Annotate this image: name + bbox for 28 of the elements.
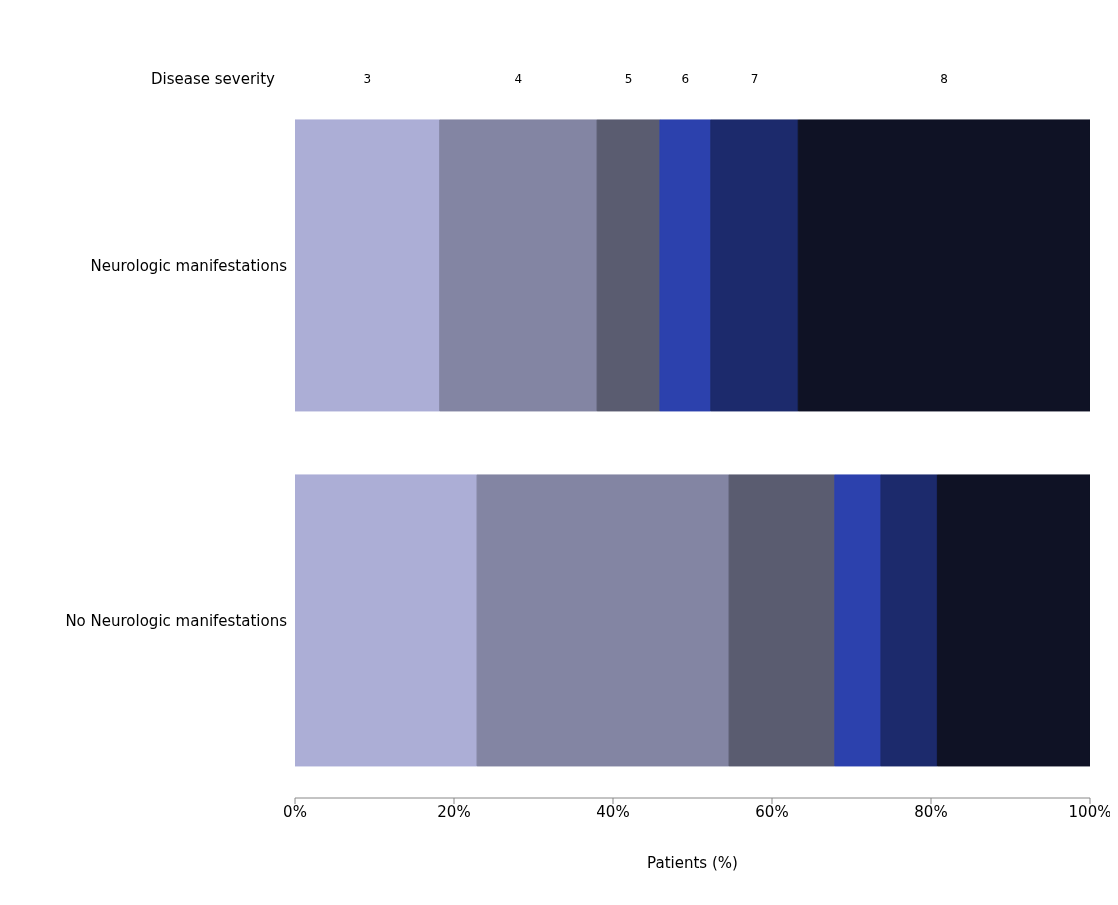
- bar: [834, 474, 882, 767]
- bar: [797, 119, 1090, 412]
- text: 8: [939, 72, 949, 86]
- x-tick-label: 20%: [437, 802, 471, 821]
- y-tick-label: Neurologic manifestations: [90, 256, 288, 275]
- x-tick-label: 60%: [755, 802, 789, 821]
- text: 7: [749, 72, 760, 86]
- x-axis-title: Patients (%): [647, 854, 738, 872]
- text: 4: [513, 72, 524, 86]
- text: 5: [623, 72, 634, 86]
- y-tick-label: No Neurologic manifestations: [65, 611, 288, 630]
- bar: [728, 474, 836, 767]
- bar: [439, 119, 598, 412]
- bar: [295, 119, 441, 412]
- x-tick-label: 80%: [914, 802, 948, 821]
- x-tick-label: 100%: [1068, 802, 1112, 821]
- bar: [936, 474, 1090, 767]
- text: 3: [362, 72, 373, 86]
- bar: [295, 474, 478, 767]
- text: 6: [680, 72, 691, 86]
- bar: [659, 119, 712, 412]
- bar: [476, 474, 730, 767]
- x-tick-label: 0%: [283, 802, 307, 821]
- bar: [710, 119, 799, 412]
- bar: [880, 474, 938, 767]
- legend-title: Disease severity: [150, 70, 275, 88]
- x-tick-label: 40%: [596, 802, 630, 821]
- bar: [596, 119, 661, 412]
